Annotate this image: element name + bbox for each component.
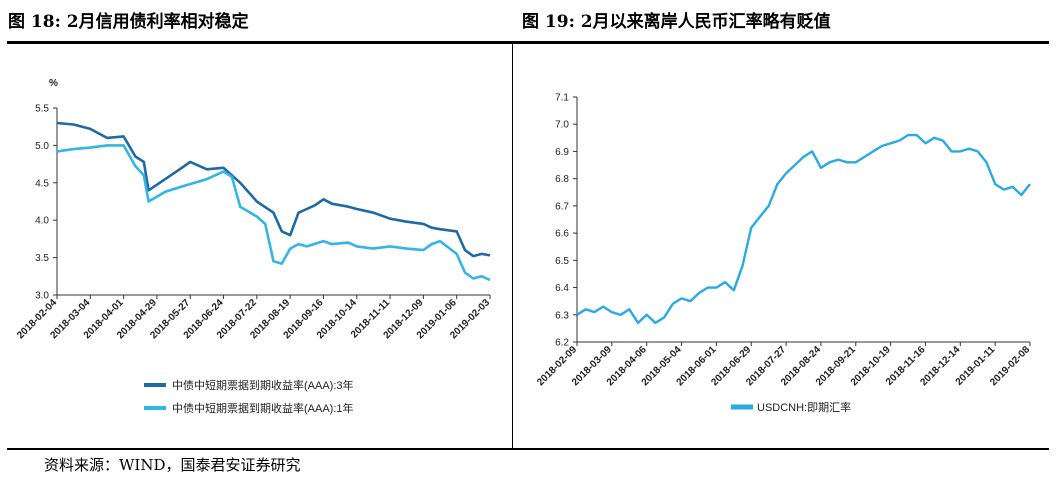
fx-y-tick-label: 6.9 <box>555 147 569 158</box>
panel-divider <box>512 44 513 448</box>
figure-19-title: 图 19: 2月以来离岸人民币汇率略有贬值 <box>522 12 831 32</box>
fx-y-tick-label: 7.0 <box>555 120 569 131</box>
fx-y-tick-label: 6.2 <box>555 338 569 349</box>
top-rule <box>7 41 1049 44</box>
fx-series-line-1 <box>576 133 1031 325</box>
yield-y-tick-label: 3.5 <box>35 253 49 264</box>
legend-label-1: 中债中短期票据到期收益率(AAA):3年 <box>172 378 354 392</box>
yield-series-line-1 <box>56 121 491 258</box>
yield-y-tick-label: 4.0 <box>35 216 49 227</box>
fx-y-tick-label: 6.4 <box>555 283 569 294</box>
fx-y-tick-label: 6.7 <box>555 201 569 212</box>
usdcnh-chart: 6.26.36.46.56.66.76.86.97.07.12018-02-09… <box>535 93 1032 415</box>
legend-label-2: 中债中短期票据到期收益率(AAA):1年 <box>172 401 354 415</box>
yield-y-unit-label: % <box>49 78 58 89</box>
fx-y-tick-label: 6.6 <box>555 229 569 240</box>
yield-y-tick-label: 3.0 <box>35 291 49 302</box>
yield-y-tick-label: 5.5 <box>35 104 49 115</box>
yield-series-line-2 <box>56 144 491 282</box>
yield-y-tick-label: 5.0 <box>35 141 49 152</box>
fx-y-tick-label: 6.3 <box>555 310 569 321</box>
fx-y-tick-label: 6.5 <box>555 256 569 267</box>
fx-y-tick-label: 7.1 <box>555 93 569 104</box>
source-note: 资料来源：WIND，国泰君安证券研究 <box>44 456 301 474</box>
bottom-rule <box>7 448 1049 450</box>
bond-yield-chart: 3.03.54.04.55.05.52018-02-042018-03-0420… <box>15 78 492 415</box>
figure-18-title: 图 18: 2月信用债利率相对稳定 <box>8 12 249 32</box>
legend-label-usdcnh: USDCNH:即期汇率 <box>757 400 851 414</box>
fx-y-tick-label: 6.8 <box>555 174 569 185</box>
yield-y-tick-label: 4.5 <box>35 178 49 189</box>
